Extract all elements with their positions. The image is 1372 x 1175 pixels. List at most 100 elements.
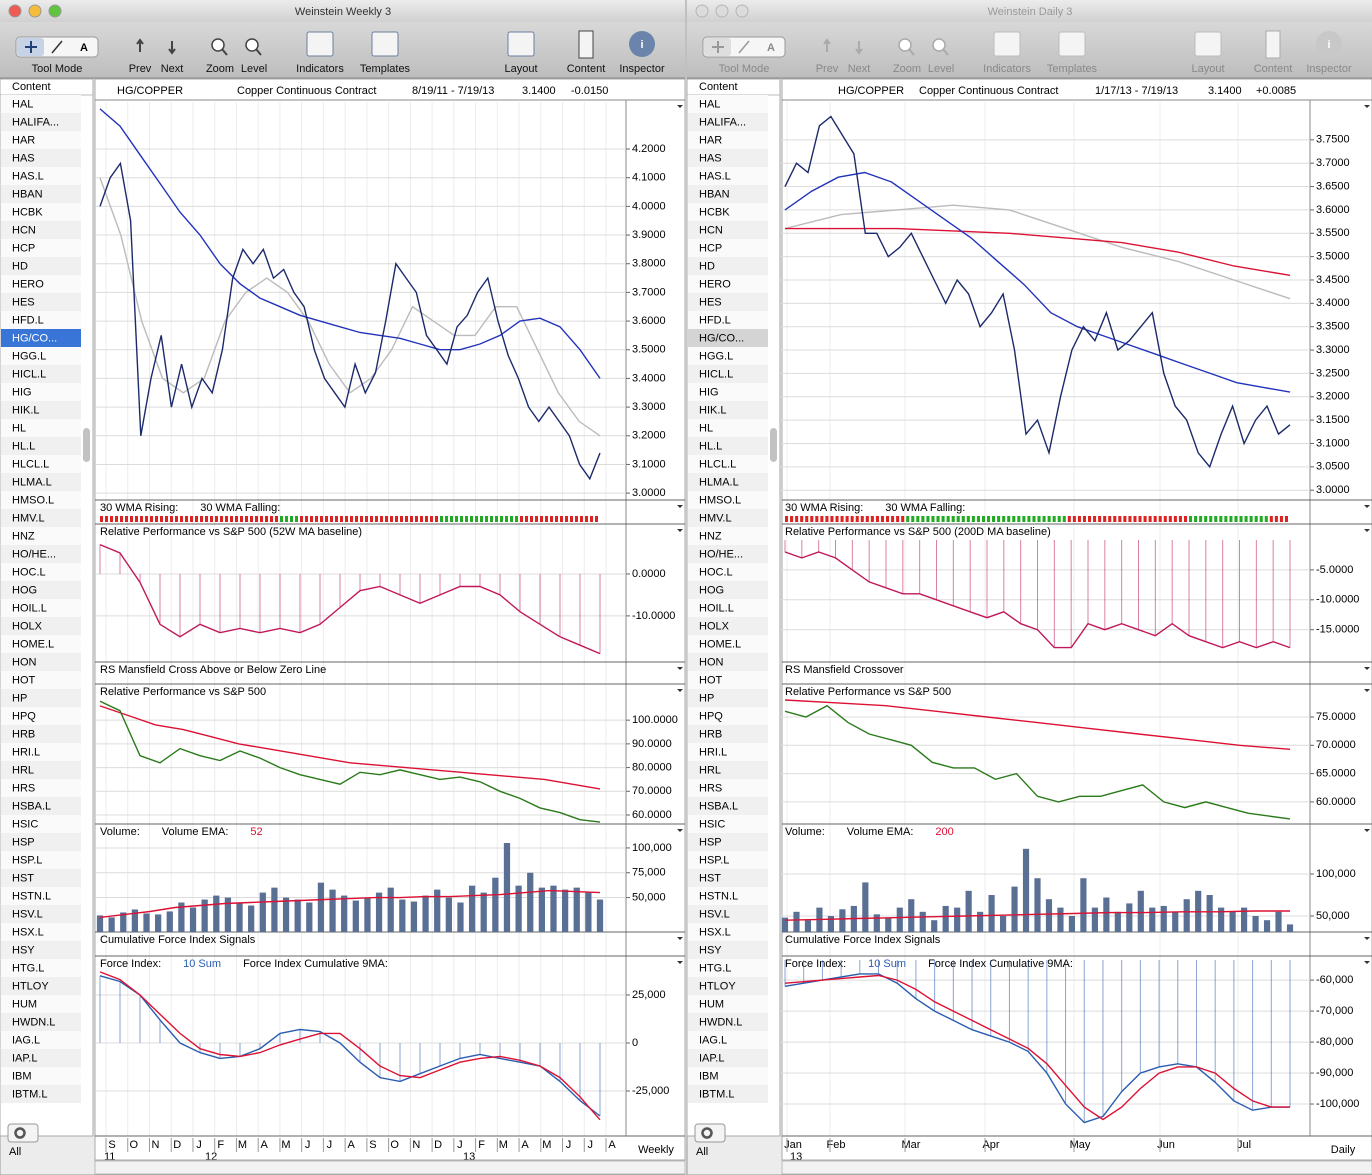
symbol-row[interactable] [1,149,81,167]
symbol[interactable]: HSY [12,944,35,956]
symbol[interactable]: HOME.L [699,638,741,650]
symbol[interactable]: HAS [12,152,35,164]
symbol[interactable]: HTLOY [699,980,736,992]
symbol-row[interactable] [688,923,768,941]
symbol[interactable]: HLCL.L [699,458,736,470]
symbol[interactable]: HFD.L [699,314,731,326]
symbol[interactable]: HRS [699,782,722,794]
symbol[interactable]: HES [12,296,35,308]
symbol[interactable]: HNZ [699,530,722,542]
symbol-row[interactable] [1,167,81,185]
symbol[interactable]: HUM [699,998,724,1010]
symbol-row[interactable] [688,959,768,977]
list-scroll-thumb[interactable] [770,428,777,462]
symbol[interactable]: HPQ [12,710,36,722]
symbol[interactable]: IBM [699,1070,719,1082]
toolbar-label[interactable]: Tool Mode [32,63,83,75]
panel-menu[interactable] [677,667,683,670]
symbol-row[interactable] [1,761,81,779]
gear-button[interactable] [694,1123,726,1143]
symbol[interactable]: HMV.L [12,512,45,524]
symbol-row[interactable] [688,671,768,689]
symbol-row[interactable] [688,365,768,383]
toolbar-label[interactable]: Zoom [206,63,234,75]
h-scrollbar[interactable] [781,1160,1372,1175]
toolbar-label[interactable]: Level [241,63,267,75]
symbol-row[interactable] [688,545,768,563]
symbol-row[interactable] [688,599,768,617]
symbol-row[interactable] [688,131,768,149]
toolbar-label[interactable]: Next [161,63,184,75]
toolbar-label[interactable]: Prev [129,63,152,75]
symbol[interactable]: IAP.L [12,1052,38,1064]
symbol-row[interactable] [688,203,768,221]
window-button[interactable] [695,4,709,18]
symbol[interactable]: HWDN.L [699,1016,742,1028]
symbol[interactable]: HSTN.L [12,890,51,902]
symbol-row[interactable] [688,401,768,419]
symbol[interactable]: HIG [12,386,32,398]
symbol[interactable]: HLMA.L [699,476,739,488]
symbol-row[interactable] [688,1049,768,1067]
symbol[interactable]: HTG.L [12,962,44,974]
symbol-row[interactable] [1,653,81,671]
symbol-row[interactable] [1,887,81,905]
symbol[interactable]: HAS.L [12,170,44,182]
symbol[interactable]: HSBA.L [699,800,738,812]
symbol-row[interactable] [1,617,81,635]
symbol-row[interactable] [1,869,81,887]
toolbar-label[interactable]: Prev [816,63,839,75]
symbol[interactable]: HL.L [12,440,35,452]
panel-menu[interactable] [677,529,683,532]
panel-menu[interactable] [677,961,683,964]
symbol-row[interactable] [688,653,768,671]
panel-menu[interactable] [1364,105,1370,108]
symbol-row[interactable] [688,617,768,635]
symbol[interactable]: HOG [699,584,724,596]
symbol-row[interactable] [1,113,81,131]
symbol[interactable]: HIK.L [12,404,40,416]
symbol[interactable]: HRI.L [699,746,727,758]
symbol-row[interactable] [1,329,81,347]
symbol-row[interactable] [688,185,768,203]
symbol[interactable]: IAG.L [699,1034,727,1046]
symbol-row[interactable] [1,257,81,275]
symbol[interactable]: HSTN.L [699,890,738,902]
symbol-row[interactable] [688,509,768,527]
symbol[interactable]: HLCL.L [12,458,49,470]
symbol-row[interactable] [1,293,81,311]
symbol[interactable]: HRS [12,782,35,794]
symbol[interactable]: HLMA.L [12,476,52,488]
symbol-row[interactable] [1,527,81,545]
symbol-row[interactable] [1,1085,81,1103]
symbol[interactable]: HOC.L [12,566,46,578]
symbol-row[interactable] [688,527,768,545]
symbol-row[interactable] [1,275,81,293]
symbol-row[interactable] [1,815,81,833]
symbol-row[interactable] [688,149,768,167]
symbol[interactable]: HSIC [12,818,38,830]
symbol[interactable]: HCN [12,224,36,236]
symbol[interactable]: HL [12,422,26,434]
toolbar-label[interactable]: Layout [1191,63,1224,75]
symbol[interactable]: HON [699,656,724,668]
symbol-row[interactable] [1,923,81,941]
period-label[interactable]: Weekly [638,1144,674,1156]
symbol-row[interactable] [688,761,768,779]
symbol[interactable]: HES [699,296,722,308]
symbol-row[interactable] [1,347,81,365]
symbol-row[interactable] [688,851,768,869]
symbol[interactable]: IBTM.L [699,1088,734,1100]
panel-menu[interactable] [1364,505,1370,508]
symbol-row[interactable] [1,473,81,491]
symbol-row[interactable] [1,635,81,653]
symbol[interactable]: HOLX [699,620,730,632]
symbol-row[interactable] [1,563,81,581]
symbol-row[interactable] [688,743,768,761]
panel-menu[interactable] [1364,689,1370,692]
toolbar-icon[interactable] [507,31,535,57]
panel-menu[interactable] [1364,667,1370,670]
symbol-row[interactable] [688,869,768,887]
symbol-row[interactable] [1,707,81,725]
symbol-row[interactable] [1,95,81,113]
